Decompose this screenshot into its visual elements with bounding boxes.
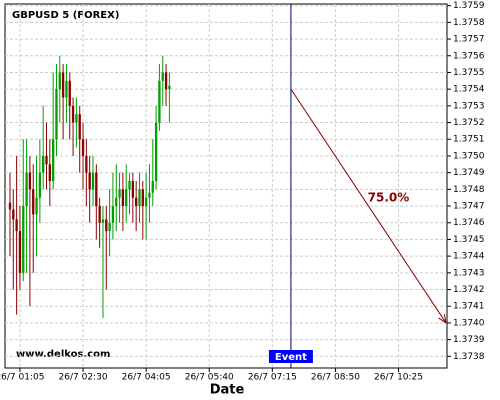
candle-body <box>71 105 75 123</box>
candle-body <box>154 122 158 181</box>
candle-body <box>78 114 81 140</box>
arrow-head <box>438 313 447 324</box>
candle-body <box>101 219 105 223</box>
candle-body <box>15 219 18 232</box>
candle-body <box>118 189 121 198</box>
x-tick-label: 26/7 01:05 <box>0 373 44 383</box>
y-tick-label: 1.3757 <box>453 35 485 45</box>
candle-body <box>51 139 55 181</box>
candle-body <box>95 172 98 207</box>
event-label-box <box>268 350 313 363</box>
watermark: www.delkos.com <box>16 349 110 360</box>
y-tick-label: 1.3747 <box>453 202 485 212</box>
candle-body <box>61 72 65 98</box>
y-tick-label: 1.3746 <box>453 218 485 228</box>
y-tick-label: 1.3752 <box>453 118 485 128</box>
x-tick-label: 26/7 08:50 <box>311 373 360 383</box>
x-tick-label: 26/7 04:05 <box>122 373 171 383</box>
candle-body <box>85 155 88 173</box>
y-tick-label: 1.3751 <box>453 135 485 145</box>
candle-body <box>144 197 148 207</box>
candle-body <box>98 206 101 223</box>
x-tick-label: 26/7 02:30 <box>59 373 108 383</box>
y-tick-label: 1.3753 <box>453 101 485 111</box>
candle-body <box>151 180 154 193</box>
candle-body <box>81 139 85 156</box>
x-tick-label: 26/7 07:15 <box>248 373 297 383</box>
y-tick-label: 1.3738 <box>453 352 485 362</box>
candle-body <box>68 80 71 106</box>
projection-label: 75.0% <box>368 191 410 205</box>
candle-body <box>8 202 12 210</box>
y-tick-label: 1.3741 <box>453 302 485 312</box>
candle-body <box>141 189 144 207</box>
x-axis-label: Date <box>210 383 245 398</box>
candle-body <box>158 80 161 123</box>
y-tick-label: 1.3754 <box>453 85 485 95</box>
candle-body <box>88 172 91 190</box>
y-tick-label: 1.3745 <box>453 235 485 245</box>
candle-body <box>38 172 42 198</box>
projection-arrow <box>290 88 447 324</box>
candle-body <box>58 72 61 90</box>
candle-body <box>125 189 128 207</box>
candle-body <box>168 85 171 90</box>
candle-body <box>111 206 115 223</box>
candle-body <box>35 197 38 215</box>
y-tick-label: 1.3756 <box>453 51 485 61</box>
candle-body <box>28 172 32 190</box>
candle-body <box>12 209 15 220</box>
candle-body <box>45 155 48 165</box>
y-tick-label: 1.3739 <box>453 335 485 345</box>
candle-body <box>75 114 78 123</box>
y-tick-label: 1.3749 <box>453 168 485 178</box>
y-tick-label: 1.3759 <box>453 1 485 11</box>
x-tick-label: 26/7 05:40 <box>185 373 234 383</box>
candle-body <box>135 197 138 207</box>
y-tick-label: 1.3750 <box>453 151 485 161</box>
candle-body <box>91 172 95 190</box>
candle-body <box>164 72 168 90</box>
y-tick-label: 1.3742 <box>453 285 485 295</box>
candle-body <box>131 180 135 198</box>
candle-body <box>22 206 25 273</box>
candle-body <box>18 231 22 273</box>
candle-body <box>108 222 111 232</box>
y-tick-label: 1.3755 <box>453 68 485 78</box>
candle-body <box>161 72 164 81</box>
candle-body <box>105 219 108 232</box>
y-tick-label: 1.3758 <box>453 18 485 28</box>
y-tick-label: 1.3748 <box>453 185 485 195</box>
candle-body <box>121 189 125 207</box>
candle-body <box>32 189 35 215</box>
x-tick-label: 26/7 10:25 <box>374 373 423 383</box>
candle-body <box>25 172 28 207</box>
candle-body <box>65 80 68 98</box>
chart-title: GBPUSD 5 (FOREX) <box>12 10 119 21</box>
y-tick-label: 1.3743 <box>453 268 485 278</box>
y-tick-label: 1.3740 <box>453 318 485 328</box>
candle-body <box>42 155 45 173</box>
candle-body <box>128 180 131 190</box>
event-label: Event <box>275 352 307 363</box>
candle-body <box>115 197 118 207</box>
plot-area <box>4 3 448 369</box>
y-tick-label: 1.3744 <box>453 252 485 262</box>
candle-body <box>138 189 141 207</box>
candle-body <box>148 192 151 198</box>
candle-body <box>48 164 51 181</box>
candle-body <box>55 89 58 140</box>
